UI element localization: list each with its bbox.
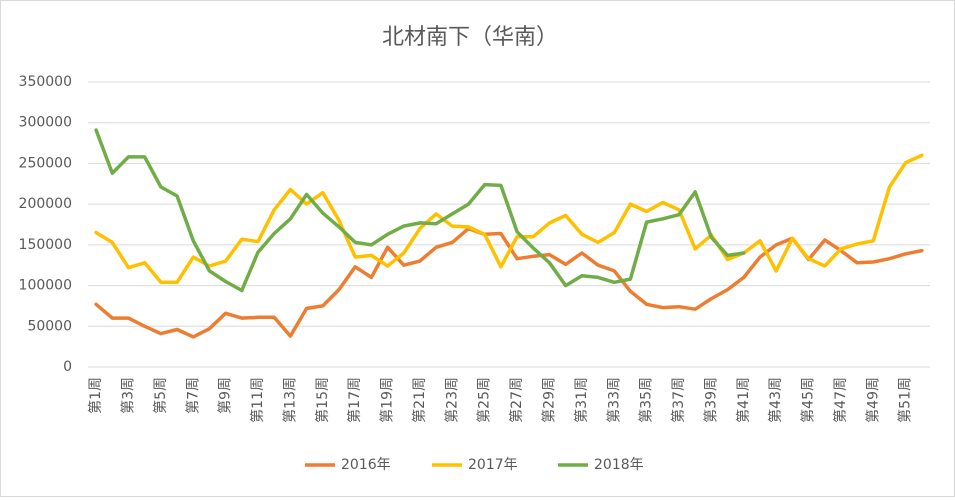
y-tick-label: 150000: [19, 237, 72, 253]
x-tick-label: 第11周: [249, 377, 266, 423]
y-tick-label: 350000: [19, 74, 72, 90]
x-tick-label: 第1周: [87, 377, 104, 414]
x-tick-label: 第23周: [443, 377, 460, 423]
x-tick-label: 第21周: [411, 377, 428, 423]
x-tick-label: 第9周: [217, 377, 234, 414]
x-tick-label: 第17周: [346, 377, 363, 423]
x-tick-label: 第37周: [670, 377, 687, 423]
x-tick-label: 第31周: [573, 377, 590, 423]
x-tick-label: 第7周: [184, 377, 201, 414]
x-tick-label: 第3周: [119, 377, 136, 414]
series-line: [94, 226, 924, 339]
x-tick-label: 第49周: [864, 377, 881, 423]
x-tick-label: 第15周: [314, 377, 331, 423]
x-tick-label: 第39周: [702, 377, 719, 423]
y-tick-label: 300000: [19, 115, 72, 131]
x-tick-label: 第27周: [508, 377, 525, 423]
x-tick-label: 第45周: [800, 377, 817, 423]
legend-label: 2016年: [341, 457, 391, 473]
y-tick-label: 250000: [19, 155, 72, 171]
x-tick-label: 第47周: [832, 377, 849, 423]
series-line: [94, 153, 924, 285]
x-tick-label: 第43周: [767, 377, 784, 423]
x-tick-label: 第35周: [638, 377, 655, 423]
legend-label: 2018年: [594, 457, 644, 473]
x-tick-label: 第5周: [152, 377, 169, 414]
y-tick-label: 100000: [19, 278, 72, 294]
x-tick-label: 第19周: [379, 377, 396, 423]
x-tick-label: 第51周: [897, 377, 914, 423]
x-tick-label: 第29周: [540, 377, 557, 423]
y-tick-label: 200000: [19, 196, 72, 212]
x-tick-label: 第13周: [281, 377, 298, 423]
y-tick-label: 0: [63, 359, 72, 375]
chart-title: 北材南下（华南）: [382, 25, 558, 50]
series-line: [94, 128, 746, 293]
x-tick-label: 第33周: [605, 377, 622, 423]
legend-label: 2017年: [468, 457, 518, 473]
y-tick-label: 50000: [27, 318, 72, 334]
x-tick-label: 第25周: [476, 377, 493, 423]
x-tick-label: 第41周: [735, 377, 752, 423]
